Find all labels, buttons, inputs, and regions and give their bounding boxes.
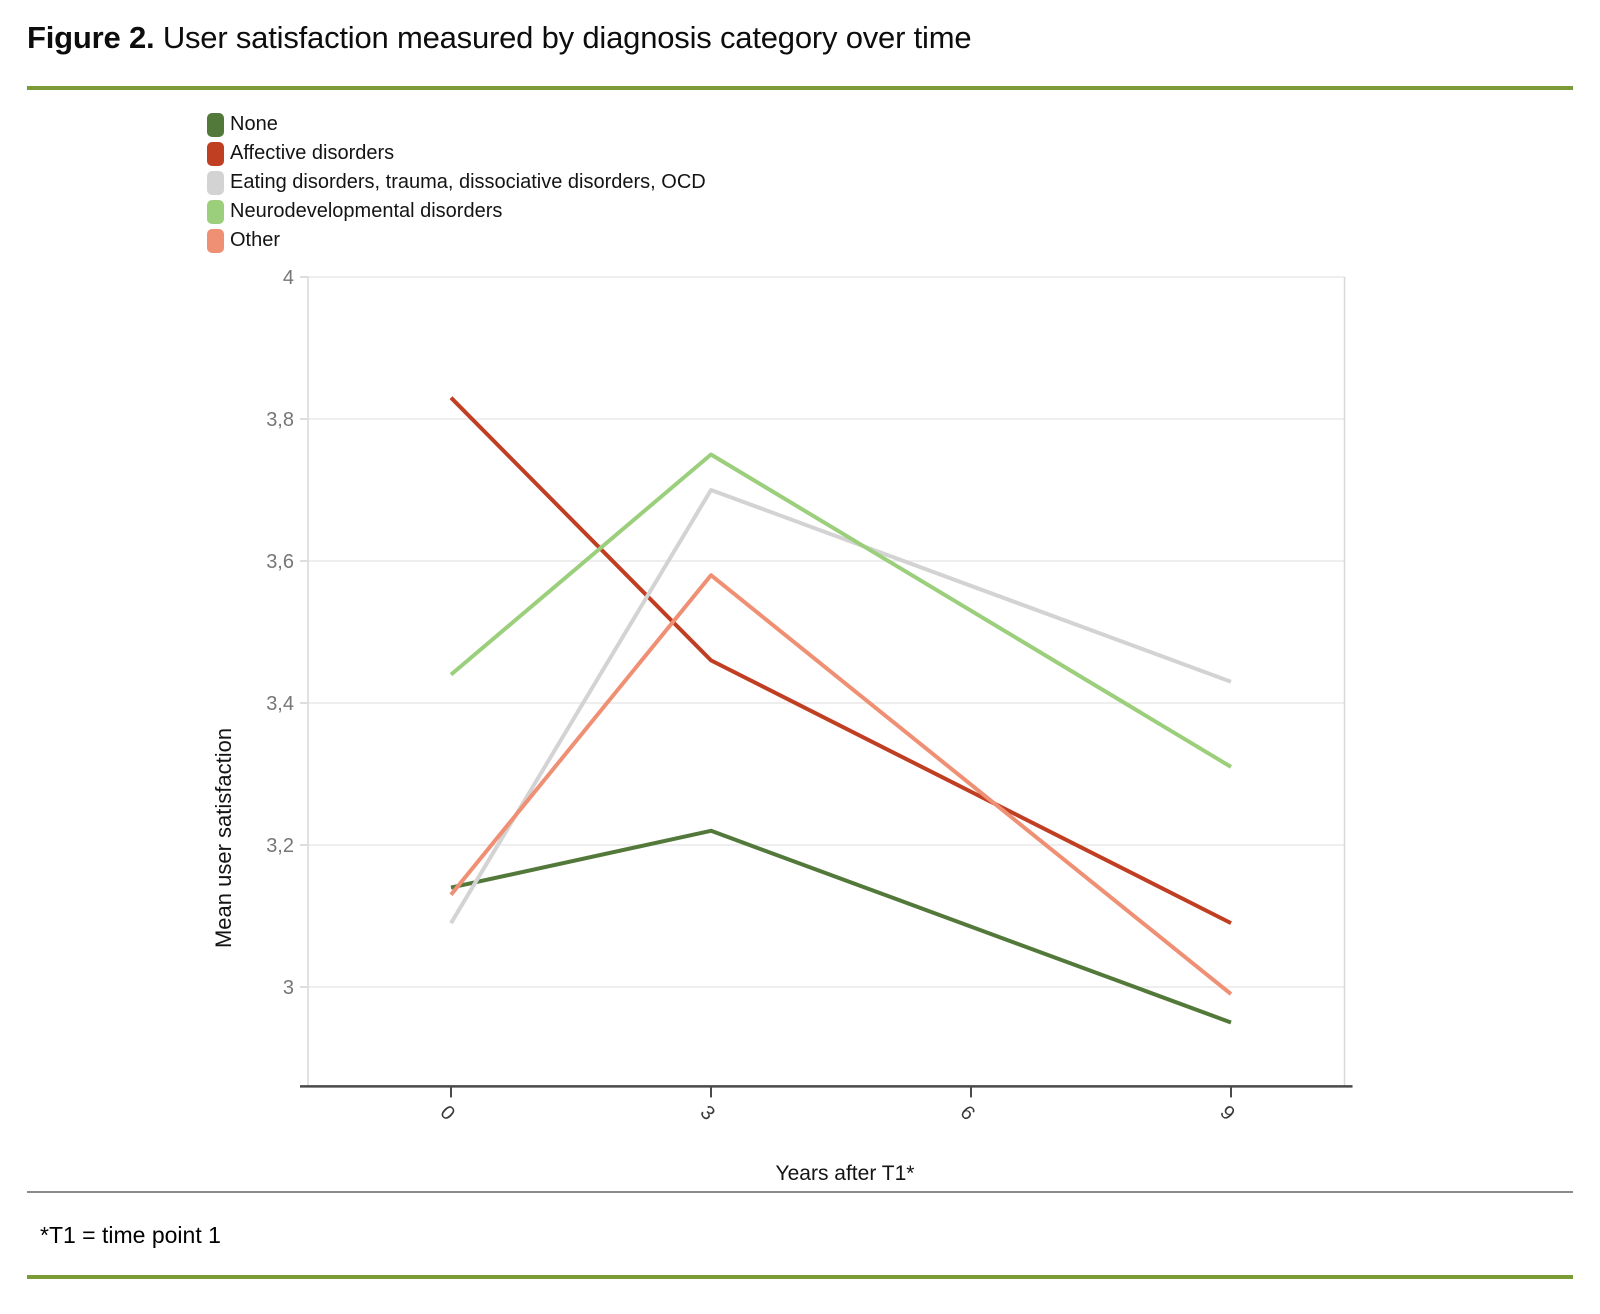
data-series: [449, 396, 1233, 1025]
series-line-eating-disorders-trauma-dissociative-disorders-ocd: [449, 488, 1232, 925]
y-tick-label: 3: [283, 977, 294, 999]
series-line-other: [449, 573, 1233, 996]
x-axis-title: Years after T1*: [776, 1162, 915, 1185]
legend-label: Other: [230, 229, 281, 251]
y-axis-title: Mean user satisfaction: [211, 728, 236, 948]
x-tick-label: 0: [436, 1101, 459, 1124]
footnote-text: *T1 = time point 1: [40, 1222, 221, 1248]
y-tick-label: 4: [283, 267, 294, 289]
legend-swatch: [207, 199, 224, 224]
legend-item: Other: [207, 226, 706, 255]
axes: 4 3,8 3,6 3,4 3,2 3 0 3 6 9: [266, 267, 1353, 1125]
legend-item: Eating disorders, trauma, dissociative d…: [207, 168, 706, 197]
x-tick-label: 3: [696, 1101, 719, 1124]
figure-title: Figure 2. User satisfaction measured by …: [27, 20, 972, 56]
legend: None Affective disorders Eating disorders,…: [207, 110, 706, 255]
y-tick-label: 3,2: [266, 835, 294, 857]
legend-label: Eating disorders, trauma, dissociative d…: [230, 171, 706, 193]
y-tick-label: 3,8: [266, 409, 294, 431]
legend-swatch: [207, 141, 224, 166]
y-tick-label: 3,6: [266, 551, 294, 573]
x-tick-label: 9: [1216, 1101, 1239, 1124]
legend-item: None: [207, 110, 706, 139]
series-line-affective-disorders: [449, 396, 1232, 925]
figure-title-text: User satisfaction measured by diagnosis …: [154, 20, 972, 55]
legend-item: Neurodevelopmental disorders: [207, 197, 706, 226]
y-tick-label: 3,4: [266, 693, 294, 715]
x-tick-label: 6: [956, 1101, 979, 1124]
gridlines: [300, 276, 1346, 1087]
bottom-divider-rule: [27, 1275, 1573, 1279]
legend-item: Affective disorders: [207, 139, 706, 168]
legend-swatch: [207, 228, 224, 253]
figure-number: Figure 2.: [27, 20, 155, 55]
footnote-divider-rule: [27, 1191, 1573, 1193]
series-line-none: [450, 828, 1232, 1025]
legend-label: Neurodevelopmental disorders: [230, 200, 503, 222]
legend-swatch: [207, 170, 224, 195]
top-divider-rule: [27, 86, 1573, 90]
legend-label: Affective disorders: [230, 142, 395, 164]
series-line-neurodevelopmental-disorders: [449, 452, 1233, 769]
legend-label: None: [230, 113, 278, 135]
legend-swatch: [207, 112, 224, 137]
